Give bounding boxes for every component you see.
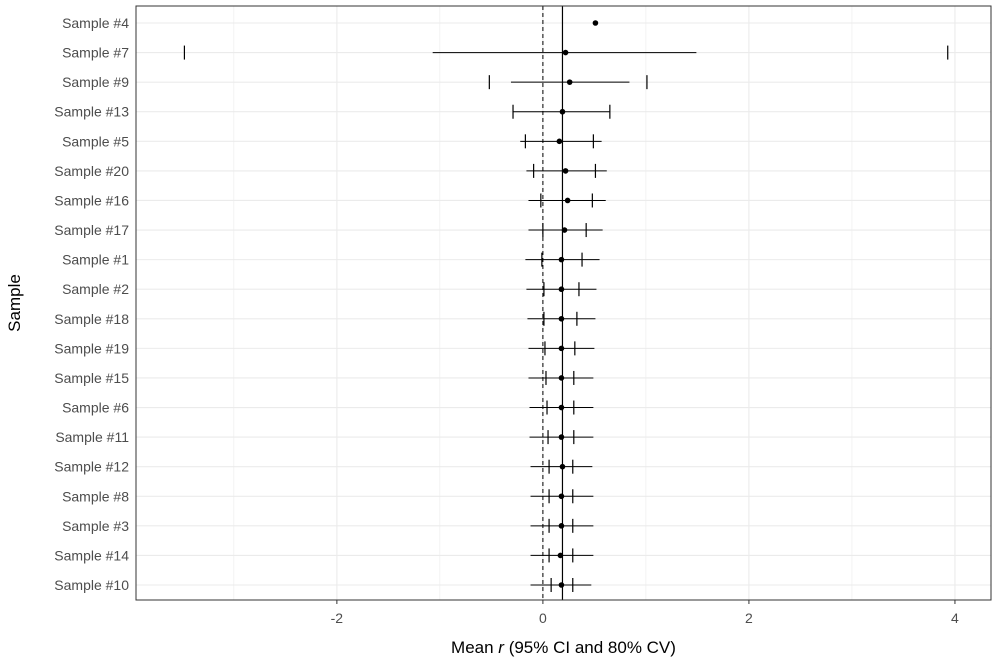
mean-point	[556, 138, 563, 145]
mean-point	[558, 523, 565, 529]
y-tick-label: Sample #15	[54, 370, 129, 386]
y-tick-label: Sample #13	[54, 104, 129, 120]
x-axis-title: Mean r (95% CI and 80% CV)	[451, 638, 676, 657]
mean-point	[558, 493, 565, 500]
mean-point	[561, 227, 568, 233]
y-tick-label: Sample #1	[62, 252, 129, 268]
x-axis-title-variable: r	[498, 638, 505, 657]
mean-point	[562, 168, 569, 174]
reference-lines	[542, 6, 564, 600]
y-tick-label: Sample #10	[54, 577, 129, 593]
y-tick-label: Sample #16	[54, 192, 129, 208]
x-tick-label: 0	[539, 610, 547, 626]
mean-point	[558, 375, 565, 381]
grid-layer	[136, 6, 991, 600]
mean-point	[559, 108, 566, 115]
x-axis-title-suffix: (95% CI and 80% CV)	[504, 638, 676, 657]
y-tick-labels: Sample #4 Sample #7 Sample #9 Sample #13 Sam…	[54, 15, 129, 593]
y-tick-label: Sample #18	[54, 311, 129, 327]
mean-point	[558, 256, 565, 263]
x-tick-label: 2	[745, 610, 753, 626]
y-tick-label: Sample #20	[54, 163, 129, 179]
y-tick-label: Sample #14	[54, 547, 129, 563]
x-tick-labels: -2 0 2 4	[331, 600, 959, 626]
y-tick-label: Sample #17	[54, 222, 129, 238]
mean-point	[558, 286, 565, 293]
y-tick-label: Sample #7	[62, 45, 129, 61]
mean-point	[562, 49, 569, 56]
y-tick-label: Sample #8	[62, 488, 129, 504]
y-tick-label: Sample #4	[62, 15, 129, 31]
x-tick-label: 4	[951, 610, 959, 626]
mean-point	[592, 20, 599, 26]
y-tick-label: Sample #11	[55, 429, 129, 445]
mean-point	[558, 315, 565, 322]
y-tick-label: Sample #3	[62, 518, 129, 534]
y-tick-label: Sample #12	[54, 459, 129, 475]
mean-point	[558, 345, 565, 352]
mean-point	[558, 434, 565, 440]
y-tick-label: Sample #5	[62, 133, 129, 149]
x-tick-label: -2	[331, 610, 344, 626]
mean-point	[566, 79, 573, 85]
y-tick-label: Sample #6	[62, 400, 129, 416]
y-tick-label: Sample #2	[62, 281, 129, 297]
data-marks	[183, 20, 949, 592]
y-axis-title: Sample	[5, 274, 24, 332]
y-tick-label: Sample #19	[54, 340, 129, 356]
x-axis-title-prefix: Mean	[451, 638, 498, 657]
y-tick-label: Sample #9	[62, 74, 129, 90]
mean-point	[558, 582, 565, 588]
mean-point	[558, 404, 565, 411]
mean-point	[557, 552, 564, 559]
panel-border	[135, 5, 992, 601]
mean-point	[559, 463, 566, 470]
mean-point	[564, 197, 571, 204]
